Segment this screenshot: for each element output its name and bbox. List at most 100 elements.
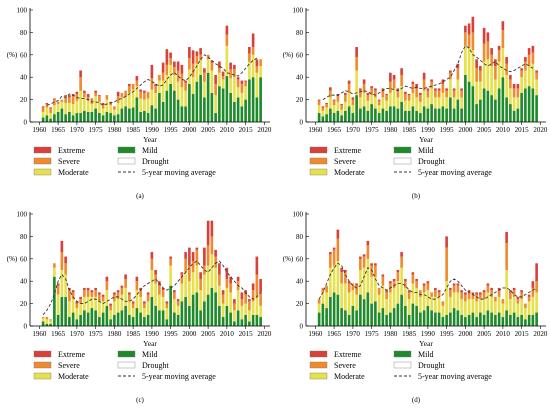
bar-moderate-2002 [471,299,475,313]
bar-severe-2012 [233,69,236,78]
bar-severe-1963 [325,285,328,293]
bar-extreme-2008 [494,59,497,66]
bar-mild-2018 [255,97,259,122]
bar-mild-1975 [370,303,373,326]
bar-extreme-2013 [236,77,240,80]
bar-severe-1976 [98,96,101,102]
bar-moderate-1970 [351,105,355,114]
x-tick-label: 1970 [346,330,361,338]
bar-mild-1974 [366,292,370,326]
bar-mild-2008 [218,86,221,122]
bar-extreme-1971 [355,46,358,58]
bar-severe-2000 [188,265,191,282]
bar-mild-1985 [131,107,135,122]
bar-moderate-1983 [124,287,127,306]
bar-mild-1978 [381,108,385,122]
bar-mild-1971 [355,95,358,122]
bar-severe-1966 [60,252,64,270]
bar-moderate-1972 [83,296,86,311]
bar-moderate-2006 [210,254,214,288]
bar-extreme-1969 [347,281,351,284]
bar-moderate-2006 [486,59,490,91]
bar-moderate-1963 [49,113,52,119]
bar-moderate-1971 [355,70,358,96]
bar-severe-1978 [105,281,109,291]
bar-extreme-1988 [143,90,146,93]
bar-severe-1961 [41,317,45,319]
bar-extreme-1965 [332,99,336,101]
bar-extreme-1999 [184,252,187,259]
bar-moderate-1986 [135,290,139,309]
y-tick-label: 60 [20,51,28,59]
bar-moderate-2017 [251,54,255,78]
bar-severe-1979 [109,305,112,311]
bar-severe-1965 [332,100,336,106]
bar-severe-1995 [445,90,448,98]
x-tick-label: 2005 [477,126,492,134]
bar-mild-2018 [255,314,259,326]
bar-moderate-1965 [56,294,60,315]
bar-moderate-1961 [41,111,45,118]
bar-moderate-1961 [41,318,45,322]
bar-extreme-2011 [505,231,508,244]
bar-severe-1988 [419,290,422,297]
bar-mild-1964 [53,276,56,326]
bar-extreme-2001 [467,23,471,35]
x-tick-label: 1985 [126,126,141,134]
bar-moderate-1974 [90,104,94,112]
bar-moderate-2001 [467,48,471,82]
x-tick-label: 1970 [70,330,85,338]
bar-extreme-2011 [229,62,232,70]
bar-severe-1994 [165,303,169,309]
x-tick-label: 1970 [346,126,361,134]
bar-mild-1977 [377,312,381,326]
bar-extreme-2016 [248,46,251,54]
bar-mild-1964 [329,296,332,326]
bar-severe-1979 [385,292,388,300]
bar-mild-1965 [56,111,60,122]
bar-mild-1987 [139,312,142,326]
bar-mild-2001 [191,94,195,122]
legend: Extreme Mild Severe Drought Moderate 5-year m… [33,146,216,177]
bar-severe-2008 [494,296,497,302]
bar-mild-1987 [415,110,418,122]
legend-swatch-drought [393,361,412,369]
bar-severe-1981 [116,96,120,103]
bar-extreme-1985 [407,94,411,96]
bar-extreme-2006 [210,60,214,63]
legend-swatch-mild [117,350,136,358]
bar-moderate-1980 [389,92,392,107]
bar-severe-1969 [71,292,75,300]
bar-moderate-2013 [236,87,240,98]
bar-severe-1961 [317,100,321,106]
y-tick-label: 40 [296,74,304,82]
bar-severe-1981 [392,281,396,288]
bar-mild-2013 [236,310,240,326]
bar-mild-1999 [184,106,187,122]
bar-extreme-1982 [396,270,400,273]
bar-severe-2002 [195,55,199,64]
bar-severe-1974 [90,292,94,297]
bar-moderate-1998 [180,87,184,107]
bar-moderate-1991 [154,92,157,109]
bar-mild-1975 [370,104,373,122]
bar-moderate-2006 [210,70,214,93]
legend-swatch-moderate [309,168,328,176]
bar-moderate-1986 [411,283,415,304]
bar-extreme-2015 [520,290,523,293]
bar-moderate-1965 [332,105,336,114]
bar-mild-1967 [340,115,343,122]
bar-moderate-2008 [218,285,221,306]
bar-mild-1985 [407,314,411,326]
bar-extreme-1999 [460,290,463,293]
y-tick-label: 40 [20,74,28,82]
bar-mild-1992 [158,92,161,122]
bar-moderate-2003 [199,290,202,311]
bar-mild-1987 [139,111,142,122]
y-tick-label: 20 [20,96,28,104]
bar-severe-1988 [143,303,146,309]
bar-severe-2019 [259,292,262,306]
bar-severe-2004 [479,294,482,300]
bar-extreme-2010 [225,267,229,279]
bar-extreme-1994 [165,49,169,65]
